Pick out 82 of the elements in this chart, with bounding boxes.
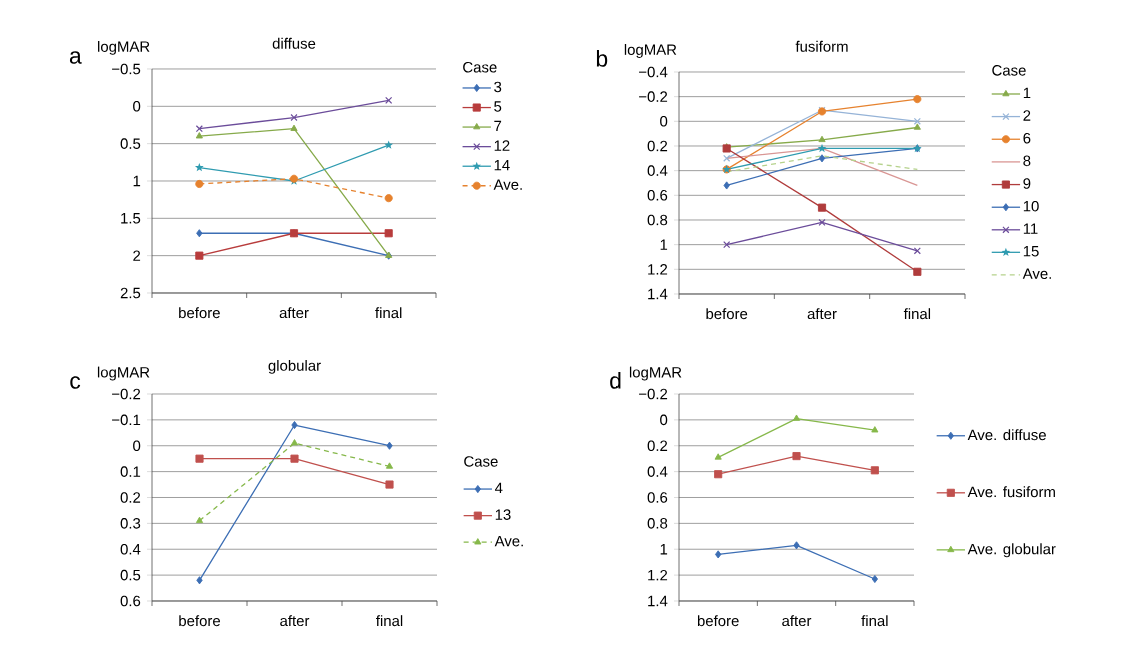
y-tick-label: 1 <box>660 544 668 555</box>
y-tick-label: 0.2 <box>647 440 668 452</box>
y-tick-label: 1 <box>133 175 141 187</box>
y-tick-label: 1.2 <box>648 569 668 581</box>
text: a <box>69 51 82 64</box>
y-tick-label: −0.4 <box>639 66 668 78</box>
legend-label: 9 <box>1023 178 1031 189</box>
y-tick-label: −0.5 <box>112 63 141 75</box>
legend-label: Ave. <box>1022 268 1051 279</box>
legend-label: 11 <box>1023 223 1038 234</box>
legend-label: 10 <box>1023 200 1039 212</box>
legend-label: 6 <box>1023 132 1031 144</box>
legend-label: Ave. diffuse <box>967 429 1046 441</box>
legend-label: 4 <box>494 482 503 494</box>
chart-title: fusiform <box>795 40 848 52</box>
y-tick-label: 0.3 <box>120 518 141 529</box>
y-tick-label: 0.5 <box>120 569 141 581</box>
chart-title: globular <box>268 359 321 374</box>
legend-label: Ave. <box>493 179 522 190</box>
legend-title: Case <box>463 61 497 73</box>
y-tick-label: 0.6 <box>120 595 141 607</box>
y-axis-title: logMAR <box>629 366 682 381</box>
legend-label: Ave. <box>494 535 523 547</box>
y-tick-label: 0.2 <box>120 492 141 503</box>
y-tick-label: 1.2 <box>648 264 668 275</box>
y-tick-label: 2 <box>133 250 141 261</box>
y-tick-label: −0.1 <box>112 414 141 426</box>
y-axis-title: logMAR <box>97 366 150 381</box>
y-tick-label: 2.5 <box>120 287 141 299</box>
legend-label: 2 <box>1023 110 1031 121</box>
y-tick-label: 0 <box>660 414 668 426</box>
y-tick-label: −0.2 <box>112 388 141 400</box>
text: c <box>70 376 81 389</box>
legend-label: 12 <box>494 140 510 151</box>
y-tick-label: 0.5 <box>120 138 141 149</box>
x-tick-label: final <box>376 615 403 627</box>
y-axis-title: logMAR <box>624 44 677 58</box>
y-tick-label: 0 <box>133 440 141 452</box>
y-tick-label: 0.1 <box>120 466 141 477</box>
x-tick-label: final <box>375 307 402 319</box>
x-tick-label: before <box>697 615 739 627</box>
y-tick-label: 0.2 <box>647 140 668 152</box>
legend-label: 7 <box>494 120 502 132</box>
x-tick-label: final <box>861 615 888 627</box>
x-tick-label: final <box>903 308 931 320</box>
legend-label: 3 <box>494 81 502 93</box>
y-tick-label: 1 <box>660 239 668 250</box>
y-tick-label: −0.2 <box>639 91 668 102</box>
y-tick-label: 0 <box>660 116 668 127</box>
y-tick-label: 1.5 <box>121 213 141 224</box>
text: b <box>596 49 608 67</box>
y-axis-title: logMAR <box>98 40 150 55</box>
legend-label: 5 <box>494 101 502 112</box>
legend-label: Ave. globular <box>967 543 1056 558</box>
legend-label: 13 <box>495 509 511 520</box>
x-tick-label: after <box>807 308 837 320</box>
y-tick-label: 0.8 <box>647 214 668 226</box>
x-tick-label: before <box>179 307 220 319</box>
y-tick-label: 0.8 <box>647 518 668 529</box>
legend-label: 1 <box>1023 87 1031 99</box>
text: d <box>610 371 621 389</box>
legend-label: 8 <box>1023 155 1031 167</box>
y-tick-label: −0.2 <box>639 388 668 400</box>
chart-title: diffuse <box>272 37 316 49</box>
y-tick-label: 0 <box>133 101 141 112</box>
legend-label: Ave. fusiform <box>967 486 1055 498</box>
y-tick-label: 1.4 <box>648 595 668 607</box>
x-tick-label: after <box>279 307 309 319</box>
y-tick-label: 0.4 <box>647 466 668 477</box>
x-tick-label: before <box>179 615 221 627</box>
x-tick-label: after <box>280 615 310 627</box>
legend-label: 15 <box>1023 246 1039 257</box>
x-tick-label: before <box>706 308 748 320</box>
y-tick-label: 0.4 <box>120 543 141 555</box>
legend-label: 14 <box>494 159 510 171</box>
y-tick-label: 0.4 <box>647 165 668 176</box>
legend-title: Case <box>992 65 1026 76</box>
legend-title: Case <box>464 456 498 467</box>
y-tick-label: 1.4 <box>648 288 668 300</box>
y-tick-label: 0.6 <box>647 190 668 201</box>
x-tick-label: after <box>782 615 812 627</box>
y-tick-label: 0.6 <box>647 492 668 503</box>
